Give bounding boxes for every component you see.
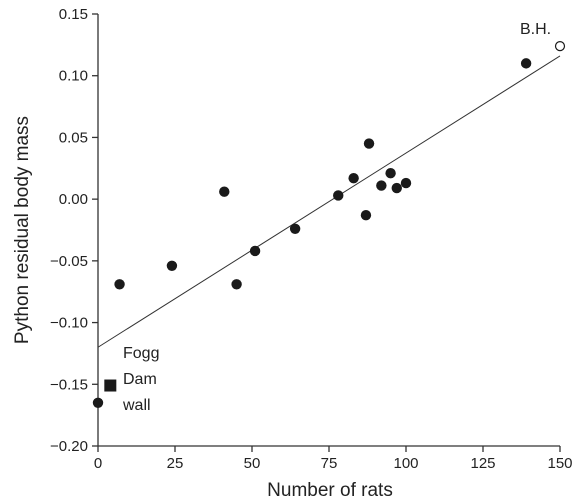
- y-tick-label: 0.10: [59, 68, 88, 85]
- bh-annotation: B.H.: [520, 21, 551, 38]
- x-tick-label: 150: [547, 455, 572, 472]
- x-tick-label: 25: [167, 455, 184, 472]
- x-axis-title: Number of rats: [267, 480, 393, 501]
- x-tick-label: 50: [244, 455, 261, 472]
- y-axis-title: Python residual body mass: [12, 116, 33, 344]
- data-points: [92, 40, 566, 408]
- y-tick-label: −0.15: [50, 376, 88, 393]
- data-point: [249, 245, 261, 257]
- data-point: [114, 279, 125, 290]
- data-point: [219, 186, 230, 197]
- x-tick-label: 125: [470, 455, 495, 472]
- y-tick-label: −0.10: [50, 315, 88, 332]
- data-point: [166, 260, 178, 271]
- data-point: [363, 138, 375, 149]
- data-point: [385, 168, 396, 179]
- data-point: [92, 397, 104, 408]
- y-tick-label: 0.15: [59, 6, 88, 23]
- data-point: [400, 177, 412, 189]
- y-tick-label: 0.05: [59, 129, 88, 146]
- fogg-annotation-line2: Dam: [123, 371, 157, 388]
- x-axis: 0 25 50 75 100 125 150: [94, 445, 573, 472]
- data-point: [520, 58, 532, 69]
- data-point: [376, 180, 387, 191]
- fogg-dam-point: [104, 379, 117, 392]
- x-tick-label: 100: [393, 455, 418, 472]
- data-point: [360, 209, 372, 221]
- y-tick-label: −0.05: [50, 253, 88, 270]
- data-point: [348, 172, 359, 184]
- y-axis: 0.15 0.10 0.05 0.00 −0.05 −0.10 −0.15 −0.20: [50, 6, 99, 455]
- bh-point: [554, 40, 566, 52]
- data-point: [289, 223, 301, 234]
- x-tick-label: 75: [321, 455, 338, 472]
- data-point: [391, 182, 402, 194]
- data-point: [333, 190, 344, 201]
- fogg-annotation-line1: Fogg: [123, 345, 159, 362]
- data-point: [231, 279, 242, 290]
- regression-line: [97, 55, 561, 348]
- fogg-annotation-line3: wall: [122, 397, 151, 414]
- x-tick-label: 0: [94, 455, 102, 472]
- y-tick-label: 0.00: [59, 191, 88, 208]
- y-tick-label: −0.20: [50, 438, 88, 455]
